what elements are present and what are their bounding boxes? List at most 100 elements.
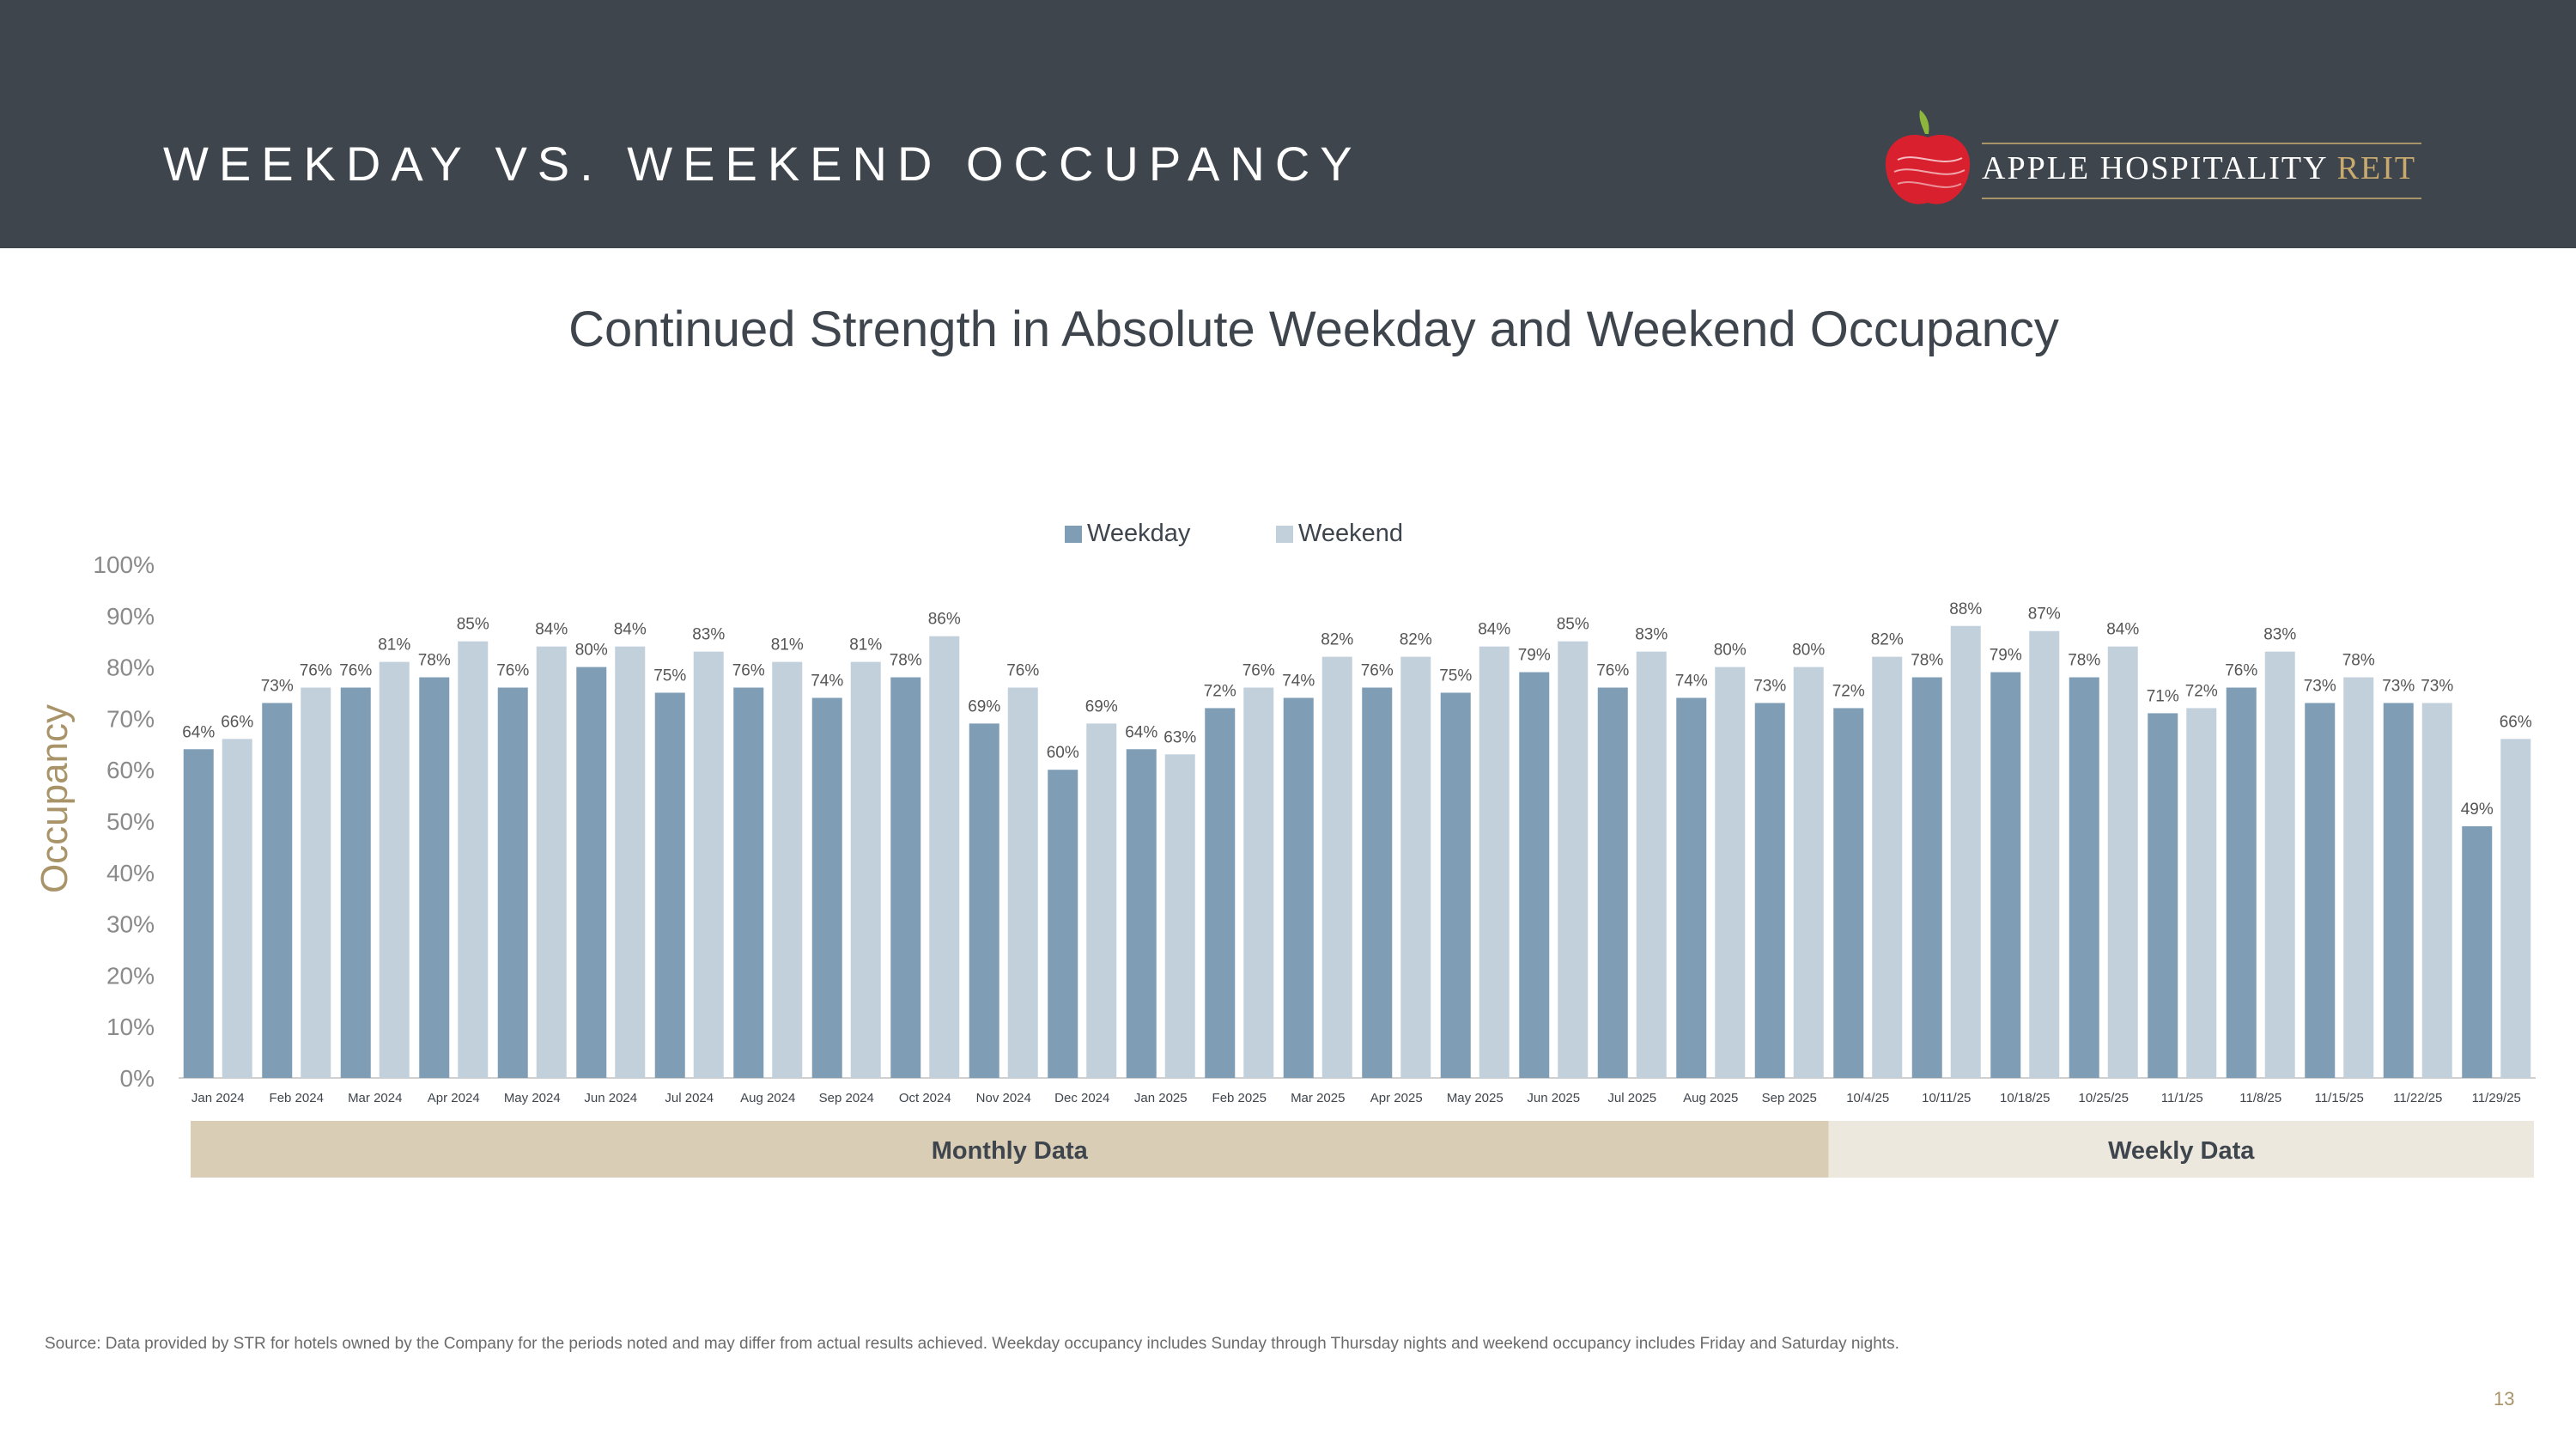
x-tick-label: 11/8/25 xyxy=(2239,1091,2281,1105)
weekday-bar xyxy=(576,667,607,1078)
weekday-bar xyxy=(2148,713,2178,1078)
weekend-value-label: 78% xyxy=(2342,652,2375,670)
weekday-value-label: 73% xyxy=(261,677,294,695)
weekend-bar xyxy=(1243,687,1274,1078)
weekend-bar xyxy=(1558,641,1589,1078)
weekday-value-label: 64% xyxy=(1125,723,1157,741)
x-tick-label: Apr 2024 xyxy=(428,1091,480,1105)
group-band-label: Monthly Data xyxy=(932,1137,1089,1165)
x-tick-label: 11/15/25 xyxy=(2315,1091,2364,1105)
weekend-value-label: 83% xyxy=(1635,626,1668,644)
legend-label-weekday: Weekday xyxy=(1087,520,1191,547)
weekend-bar xyxy=(1086,723,1117,1078)
weekday-bar xyxy=(1048,770,1078,1078)
y-tick-label: 60% xyxy=(106,757,155,783)
weekend-value-label: 85% xyxy=(457,616,489,634)
weekday-bar xyxy=(2069,677,2099,1078)
x-tick-label: 11/29/25 xyxy=(2472,1091,2521,1105)
weekend-value-label: 84% xyxy=(535,621,568,639)
weekend-value-label: 76% xyxy=(1006,662,1039,680)
y-tick-label: 50% xyxy=(106,808,155,835)
weekday-bar xyxy=(733,687,764,1078)
weekend-bar xyxy=(2421,703,2452,1078)
x-tick-label: Aug 2025 xyxy=(1683,1091,1738,1105)
weekday-value-label: 49% xyxy=(2461,801,2494,819)
weekend-value-label: 83% xyxy=(692,626,725,644)
weekend-bar xyxy=(615,646,646,1078)
weekend-value-label: 81% xyxy=(849,636,882,654)
weekday-value-label: 75% xyxy=(1439,667,1472,685)
weekday-value-label: 72% xyxy=(1204,682,1236,700)
weekday-value-label: 76% xyxy=(1596,662,1629,680)
group-band-weekly-data xyxy=(1828,1121,2534,1178)
group-band-monthly-data xyxy=(191,1121,1829,1178)
logo-wordmark: APPLE HOSPITALITY REIT xyxy=(1982,149,2416,187)
weekend-value-label: 83% xyxy=(2263,626,2296,644)
weekday-bar xyxy=(419,677,450,1078)
x-tick-label: 10/4/25 xyxy=(1846,1091,1889,1105)
weekend-value-label: 81% xyxy=(378,636,410,654)
weekend-value-label: 85% xyxy=(1557,616,1589,634)
y-tick-label: 40% xyxy=(106,860,155,886)
weekday-bar xyxy=(811,697,842,1078)
weekday-value-label: 78% xyxy=(418,652,451,670)
legend-swatch-weekday xyxy=(1065,526,1082,543)
weekday-bar xyxy=(1205,708,1236,1078)
weekend-bar xyxy=(1164,754,1195,1078)
weekend-bar xyxy=(1950,625,1981,1078)
x-tick-label: Feb 2025 xyxy=(1212,1091,1267,1105)
weekend-bar xyxy=(1636,651,1667,1078)
weekend-value-label: 84% xyxy=(2106,621,2139,639)
weekday-value-label: 74% xyxy=(811,672,843,690)
x-tick-label: Mar 2025 xyxy=(1291,1091,1345,1105)
weekday-bar xyxy=(2462,825,2493,1078)
weekend-value-label: 80% xyxy=(1792,642,1825,660)
weekday-value-label: 73% xyxy=(2382,677,2415,695)
y-tick-label: 10% xyxy=(106,1014,155,1040)
legend-swatch-weekend xyxy=(1276,526,1293,543)
source-footnote: Source: Data provided by STR for hotels … xyxy=(45,1335,1899,1353)
weekday-value-label: 64% xyxy=(182,723,215,741)
weekend-value-label: 66% xyxy=(2500,713,2532,731)
x-tick-label: 11/1/25 xyxy=(2161,1091,2203,1105)
weekend-value-label: 63% xyxy=(1163,728,1196,746)
weekend-bar xyxy=(458,641,489,1078)
weekend-bar xyxy=(222,739,252,1078)
y-tick-label: 0% xyxy=(120,1065,155,1092)
weekend-value-label: 82% xyxy=(1321,631,1353,649)
weekday-bar xyxy=(1126,749,1157,1078)
weekday-bar xyxy=(497,687,528,1078)
weekend-value-label: 84% xyxy=(614,621,647,639)
weekday-bar xyxy=(1911,677,1942,1078)
weekend-bar xyxy=(2500,739,2531,1078)
weekday-value-label: 78% xyxy=(890,652,922,670)
x-tick-label: Dec 2024 xyxy=(1054,1091,1109,1105)
weekday-value-label: 69% xyxy=(968,697,1000,715)
weekday-value-label: 80% xyxy=(575,642,608,660)
occupancy-bar-chart: 0% 10% 20% 30% 40% 50% 60% 70% 80% 90% 100% Occupan… xyxy=(33,520,2536,1178)
weekday-value-label: 72% xyxy=(1832,682,1865,700)
weekday-bar xyxy=(1362,687,1393,1078)
logo-name: APPLE HOSPITALITY xyxy=(1982,150,2328,186)
weekend-value-label: 86% xyxy=(928,611,961,629)
group-band-label: Weekly Data xyxy=(2108,1137,2255,1165)
header-bar: WEEKDAY VS. WEEKEND OCCUPANCY APPLE HOSP… xyxy=(0,0,2576,248)
weekend-bar xyxy=(1715,667,1746,1078)
weekday-bar xyxy=(1754,703,1785,1078)
weekend-bar xyxy=(850,661,881,1078)
x-tick-label: Sep 2024 xyxy=(819,1091,874,1105)
company-logo: APPLE HOSPITALITY REIT xyxy=(1880,108,2430,211)
weekday-bar xyxy=(969,723,999,1078)
weekday-value-label: 73% xyxy=(1753,677,1786,695)
x-tick-label: Jul 2024 xyxy=(665,1091,714,1105)
weekday-bar xyxy=(2383,703,2414,1078)
x-tick-label: Aug 2024 xyxy=(740,1091,795,1105)
slide-title: WEEKDAY VS. WEEKEND OCCUPANCY xyxy=(163,137,1363,191)
y-tick-label: 90% xyxy=(106,603,155,630)
y-tick-label: 30% xyxy=(106,911,155,938)
weekend-value-label: 87% xyxy=(2028,606,2061,624)
logo-rule-bottom xyxy=(1982,198,2421,199)
weekend-value-label: 84% xyxy=(1478,621,1510,639)
y-tick-label: 20% xyxy=(106,962,155,989)
weekend-value-label: 69% xyxy=(1085,697,1118,715)
